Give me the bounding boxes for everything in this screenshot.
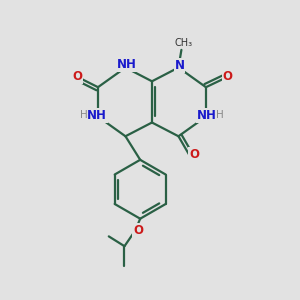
Text: N: N: [174, 59, 184, 72]
Text: NH: NH: [87, 109, 107, 122]
Text: O: O: [72, 70, 82, 83]
Text: CH₃: CH₃: [174, 38, 192, 48]
Text: NH: NH: [197, 109, 217, 122]
Text: NH: NH: [116, 58, 136, 71]
Text: O: O: [133, 224, 143, 237]
Text: H: H: [216, 110, 224, 120]
Text: H: H: [80, 110, 88, 120]
Text: O: O: [189, 148, 199, 161]
Text: O: O: [223, 70, 232, 83]
